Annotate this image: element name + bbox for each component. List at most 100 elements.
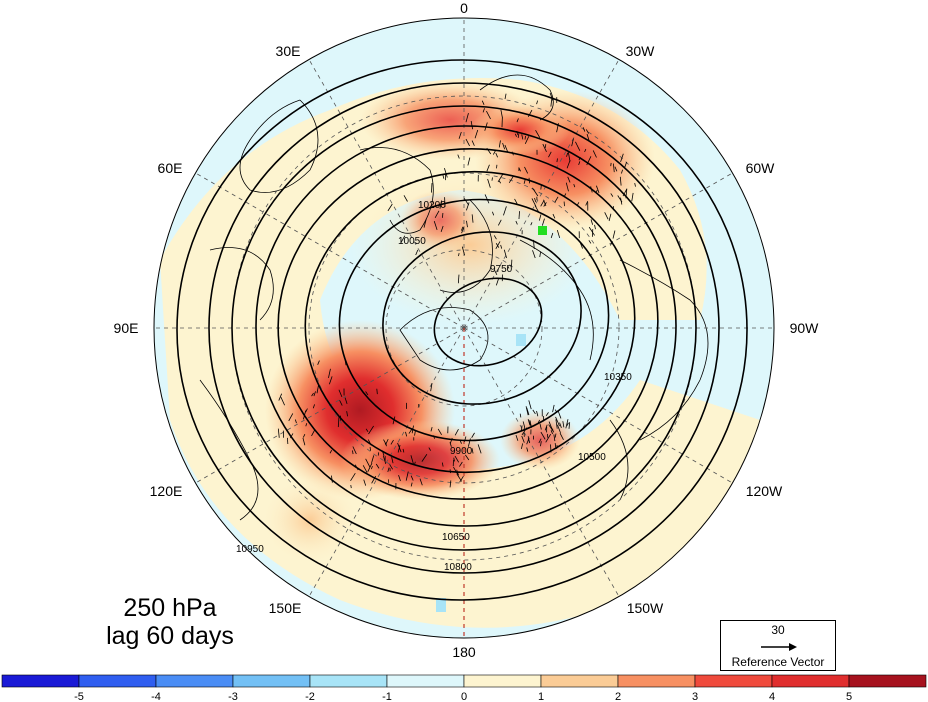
vector-arrow	[484, 194, 490, 204]
vector-arrow	[554, 443, 557, 450]
vector-arrow	[410, 482, 413, 487]
colorbar-tick-label: 5	[846, 691, 852, 702]
vector-arrow	[350, 472, 356, 482]
vector-arrow	[536, 410, 539, 417]
vector-arrow	[463, 198, 470, 206]
vector-arrow	[428, 447, 431, 451]
vector-arrow	[619, 176, 622, 186]
vector-arrow	[584, 148, 587, 153]
vector-arrow	[592, 150, 597, 158]
vector-arrow	[328, 376, 333, 385]
colorbar-swatch	[771, 674, 850, 688]
vector-arrow	[604, 212, 609, 220]
vector-arrow	[498, 140, 501, 148]
vector-arrow	[548, 421, 553, 429]
vector-arrow	[375, 463, 380, 469]
vector-arrow	[497, 219, 502, 226]
vector-arrow	[521, 134, 524, 140]
colorbar-tick-label: -3	[228, 691, 238, 702]
vector-arrow	[554, 196, 559, 203]
vector-arrow	[514, 198, 518, 205]
vector-arrow	[280, 396, 285, 406]
vector-arrow	[362, 465, 368, 473]
vector-arrow	[440, 225, 444, 233]
vector-arrow	[539, 423, 542, 430]
vector-arrow	[562, 421, 565, 428]
vector-arrow	[453, 466, 458, 475]
vector-arrow	[545, 412, 549, 417]
vector-arrow	[413, 461, 416, 466]
vector-arrow	[459, 475, 464, 483]
vector-arrow	[538, 214, 542, 221]
vector-arrow	[405, 431, 408, 437]
vector-arrow	[494, 270, 498, 276]
vector-arrow	[405, 471, 409, 481]
vector-arrow	[311, 392, 314, 397]
colorbar-swatch	[155, 674, 234, 688]
vector-arrow	[516, 130, 519, 135]
vector-arrow	[415, 249, 419, 256]
vector-arrow	[302, 410, 307, 420]
colorbar-swatch	[78, 674, 157, 688]
vector-arrow	[419, 478, 423, 486]
vector-arrow	[465, 113, 469, 123]
contour-label-9900: 9900	[450, 446, 473, 457]
vector-arrow	[316, 385, 319, 394]
vector-arrow	[537, 419, 540, 424]
vector-arrow	[624, 161, 628, 168]
vector-arrow	[594, 224, 596, 230]
vector-arrow	[528, 177, 531, 184]
vector-arrow	[556, 123, 559, 133]
vector-arrow	[403, 195, 408, 202]
vector-arrow	[502, 142, 506, 150]
vector-arrow	[582, 127, 586, 132]
vector-arrow	[521, 435, 525, 443]
vector-arrow	[369, 446, 371, 451]
vector-arrow	[530, 222, 533, 226]
vector-arrow	[389, 464, 393, 470]
vector-arrow	[565, 182, 569, 192]
vector-arrow	[302, 434, 306, 438]
vector-arrow	[493, 235, 497, 240]
vector-arrow	[344, 397, 348, 404]
vector-arrow	[410, 475, 414, 481]
vector-arrow	[586, 156, 592, 166]
vector-arrow	[540, 441, 542, 447]
vector-arrow	[317, 360, 320, 365]
reference-vector-caption: Reference Vector	[731, 655, 825, 669]
vector-arrow	[528, 420, 531, 426]
vector-arrow	[585, 129, 590, 134]
vector-arrow	[411, 425, 414, 434]
lon-label-90w: 90W	[790, 320, 820, 336]
vector-arrow	[567, 152, 571, 162]
vector-arrow	[525, 406, 529, 416]
vector-arrow	[532, 250, 536, 259]
coastlines	[199, 74, 709, 521]
vector-arrow	[492, 211, 495, 216]
vector-arrow	[491, 177, 493, 181]
lon-label-30e: 30E	[276, 43, 301, 59]
vector-arrow	[423, 218, 427, 228]
vector-arrow	[454, 455, 460, 463]
vector-arrow	[575, 141, 581, 151]
vector-arrow	[552, 213, 556, 219]
colorbar-swatch	[232, 674, 311, 688]
vector-arrow	[548, 151, 552, 158]
vector-arrow	[467, 438, 471, 447]
vector-arrow	[503, 206, 507, 216]
vector-arrow	[457, 274, 460, 284]
anomaly-marker	[538, 226, 547, 235]
vector-arrow	[466, 220, 468, 228]
vector-arrow	[397, 444, 401, 453]
vector-arrow	[495, 241, 501, 250]
vector-arrow	[328, 368, 331, 379]
vector-arrow	[471, 140, 475, 146]
vector-arrow	[352, 450, 354, 455]
vector-arrow	[541, 218, 545, 226]
vector-arrow	[495, 152, 498, 158]
contour-labels: 9750 9900 10050 10200 10350 10500 10650 …	[236, 200, 632, 573]
reference-vector-box: 30 Reference Vector	[720, 620, 836, 671]
vector-arrow	[545, 433, 552, 443]
vector-arrow	[461, 226, 465, 234]
lon-label-90e: 90E	[114, 320, 139, 336]
